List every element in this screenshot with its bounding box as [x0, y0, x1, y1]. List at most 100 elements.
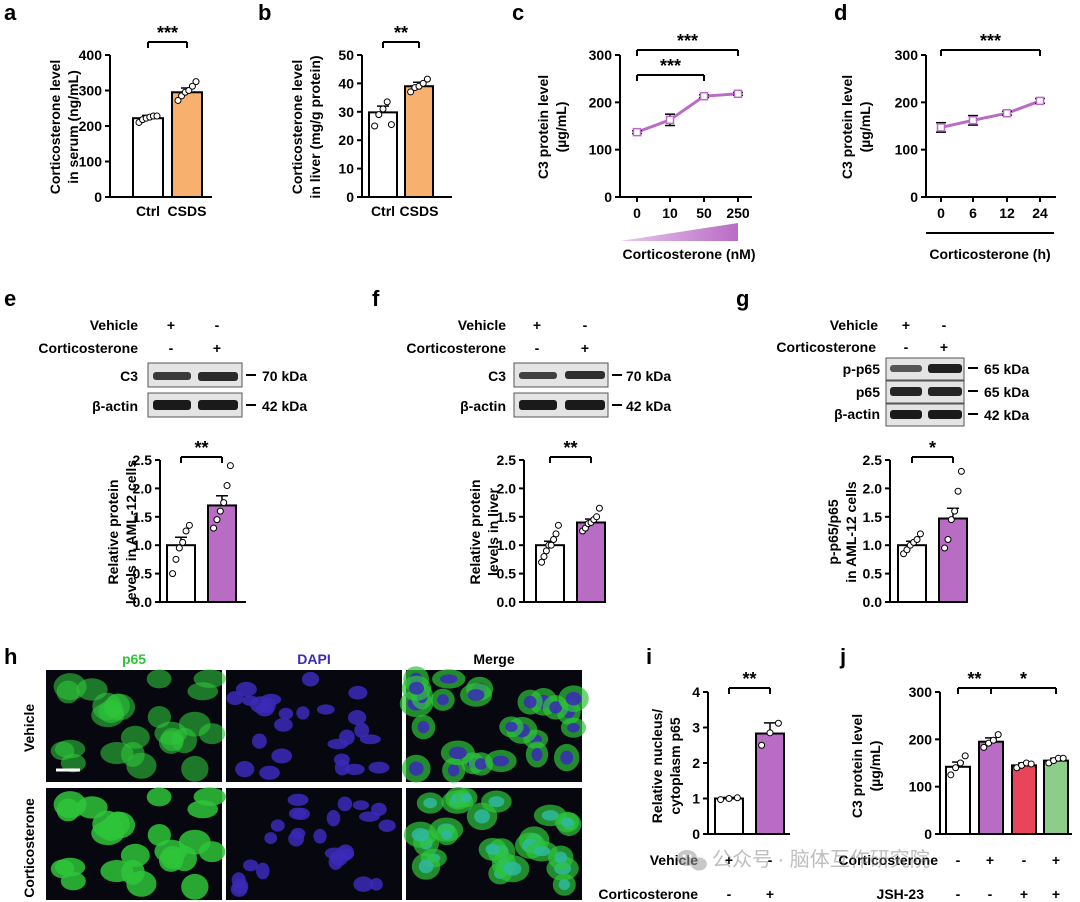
nucleus	[485, 843, 500, 855]
series-line-d	[940, 99, 1041, 129]
data-point-c	[699, 91, 709, 101]
chart-i: 0 1 2 3 4 **	[692, 669, 790, 842]
sig-label-g: *	[929, 438, 936, 458]
nucleus	[243, 859, 259, 872]
band	[198, 372, 238, 381]
cell	[146, 669, 172, 689]
nucleus	[330, 850, 348, 866]
condition-table-j: Corticosterone - + - + JSH-23 - - + +	[838, 852, 1060, 902]
data-point-e	[223, 482, 231, 490]
nucleus	[287, 793, 309, 807]
y-tick-label-a: 300	[79, 83, 103, 99]
cell	[147, 824, 171, 846]
data-point-g	[913, 536, 921, 544]
band	[565, 400, 605, 410]
cell	[198, 723, 226, 745]
nucleus	[439, 674, 458, 684]
ylabel-c: C3 protein level (µg/mL)	[535, 75, 569, 179]
h-row-vehicle-label: Vehicle	[21, 704, 37, 752]
nucleus	[437, 694, 449, 706]
data-point-f	[538, 558, 546, 566]
data-point-i	[733, 794, 741, 802]
data-point-f	[554, 521, 562, 529]
y-tick-label-i: 2	[692, 755, 700, 771]
ylabel-j-line2: (µg/mL)	[867, 741, 883, 792]
cell	[198, 841, 226, 863]
i-vehicle-minus: -	[768, 852, 773, 868]
y-tick-label-d: 200	[895, 94, 919, 110]
blot-header-g: Vehicle + - Corticosterone - + p-p65 p65…	[776, 317, 1029, 427]
band	[198, 400, 238, 410]
watermark: 公众号 · 脑体互作研究院	[677, 848, 930, 871]
data-point-a	[174, 96, 182, 104]
blot-g-vehicle-minus: -	[942, 317, 947, 333]
nucleus	[567, 722, 580, 733]
cell	[171, 727, 197, 754]
band	[153, 400, 191, 410]
y-tick-label-c: 300	[589, 47, 613, 63]
y-tick-label-g: 1.0	[863, 537, 883, 553]
y-tick-label-j: 0	[924, 826, 932, 842]
y-tick-label-g: 1.5	[863, 509, 883, 525]
y-tick-label-d: 0	[910, 189, 918, 205]
data-point-b	[423, 75, 431, 83]
nucleus	[560, 817, 573, 828]
blot-e-vehicle-plus: +	[167, 317, 175, 333]
blot-f-vehicle-label: Vehicle	[458, 317, 506, 333]
x-tick-label-c: 10	[662, 205, 678, 221]
panel-label-c: c	[512, 0, 524, 25]
y-tick-label-g: 0.0	[863, 594, 883, 610]
blot-g-kda65a: 65 kDa	[984, 361, 1029, 377]
bar-i-1	[755, 732, 785, 835]
nucleus	[368, 761, 390, 774]
nucleus	[352, 800, 370, 811]
nucleus	[264, 832, 278, 845]
micro-tile-dapi-veh	[226, 670, 402, 782]
cell	[146, 787, 172, 807]
nucleus	[441, 830, 453, 840]
ylabel-j: C3 protein level (µg/mL)	[849, 714, 883, 818]
data-point-j	[961, 752, 969, 760]
j-cort-3: -	[1022, 852, 1027, 868]
data-point-f	[552, 530, 560, 538]
y-tick-label-i: 0	[692, 826, 700, 842]
ylabel-i-line2: cytoplasm p65	[667, 717, 683, 814]
data-point-c	[632, 127, 642, 137]
nucleus	[296, 706, 310, 720]
nucleus	[353, 876, 374, 892]
bar-a-0	[132, 117, 164, 198]
data-point-b	[375, 111, 383, 119]
nucleus	[230, 881, 248, 897]
panel-label-h: h	[4, 644, 17, 669]
data-point-i	[774, 719, 782, 727]
panel-label-e: e	[4, 286, 16, 311]
blot-g-vehicle-plus: +	[902, 317, 910, 333]
bar-j-1	[978, 740, 1004, 836]
chart-a: 0 100 200 300 400 Ctrl CSDS ***	[79, 23, 212, 219]
nucleus	[541, 810, 559, 821]
nucleus	[337, 796, 353, 812]
data-point-a	[188, 82, 196, 90]
nucleus	[354, 722, 370, 738]
ylabel-i-line1: Relative nucleus/	[649, 709, 665, 823]
j-cort-4: +	[1052, 852, 1060, 868]
blot-e-cort-plus: +	[213, 340, 221, 356]
blot-e-cort-label: Corticosterone	[38, 340, 138, 356]
y-tick-label-b: 0	[346, 189, 354, 205]
y-tick-label-j: 300	[909, 684, 933, 700]
data-point-b	[419, 79, 427, 87]
ylabel-b: Corticosterone level in liver (mg/g prot…	[289, 55, 323, 198]
x-tick-label-d: 0	[937, 205, 945, 221]
i-vehicle-plus: +	[725, 852, 733, 868]
data-point-g	[957, 467, 965, 475]
blot-g-kda65b: 65 kDa	[984, 384, 1029, 400]
sig-label-e: **	[194, 438, 208, 458]
nucleus	[533, 846, 551, 857]
j-jsh-1: -	[956, 886, 961, 902]
blot-f-bactin-label: β-actin	[460, 398, 506, 414]
nucleus	[488, 796, 505, 808]
ylabel-e-line2: levels in AML-12 cells	[123, 460, 139, 604]
data-point-j	[1027, 760, 1035, 768]
ylabel-f-line1: Relative protein	[467, 479, 483, 584]
y-tick-label-d: 300	[895, 47, 919, 63]
